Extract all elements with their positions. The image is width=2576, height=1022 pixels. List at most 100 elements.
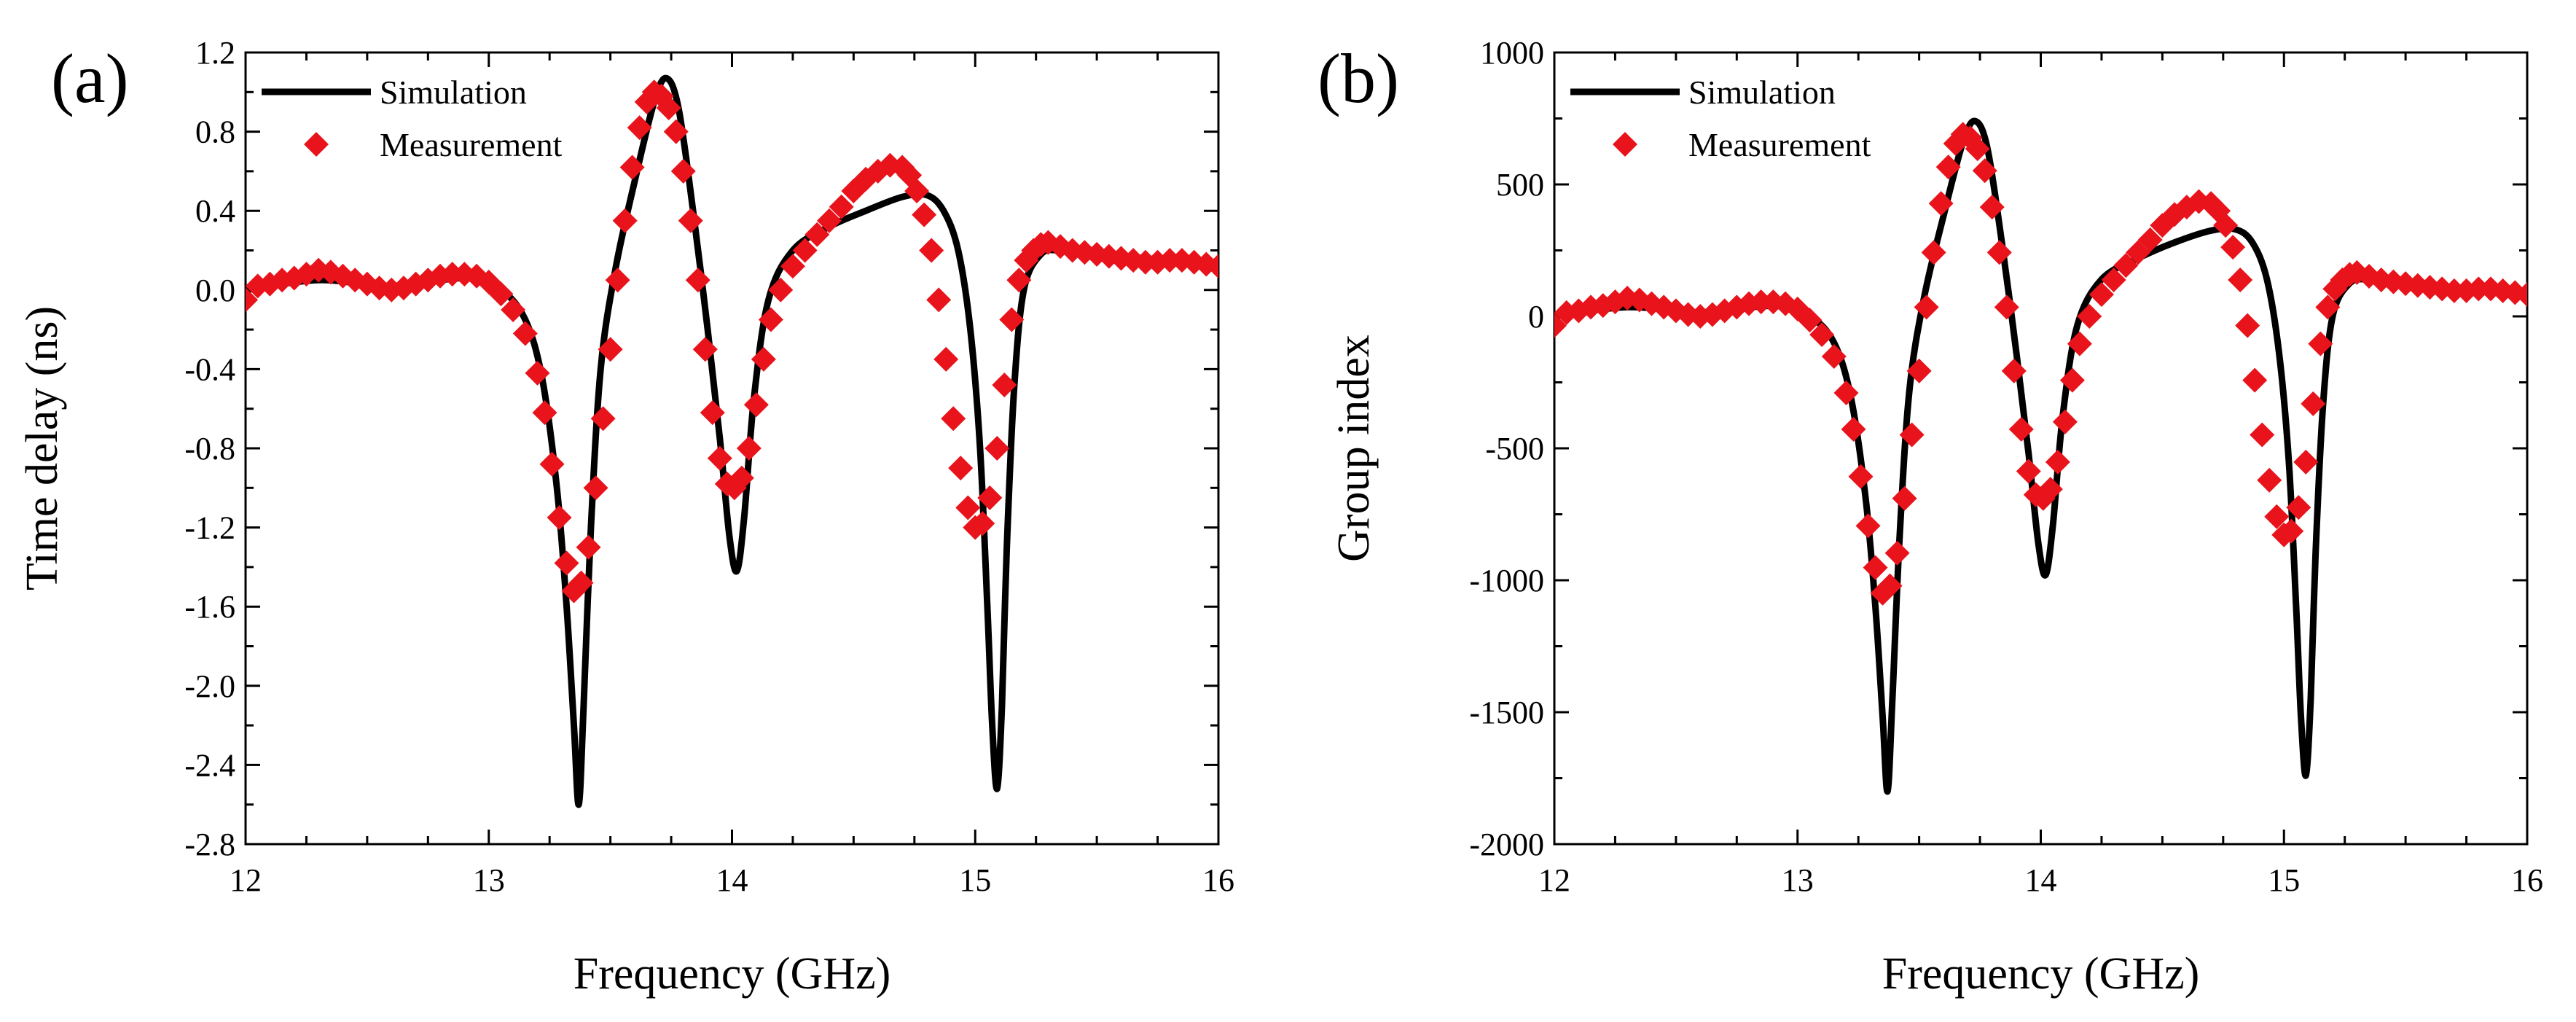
measurement-point bbox=[1994, 294, 2019, 320]
measurement-point bbox=[685, 268, 710, 293]
y-tick-label: -1.2 bbox=[184, 510, 235, 546]
measurement-point bbox=[1821, 344, 1847, 370]
measurement-point bbox=[970, 511, 995, 537]
legend-measurement-swatch bbox=[304, 132, 329, 157]
x-tick-label: 14 bbox=[716, 862, 748, 898]
measurement-point bbox=[707, 445, 732, 471]
simulation-series-line bbox=[246, 74, 1218, 808]
x-tick-label: 15 bbox=[959, 862, 991, 898]
measurement-point bbox=[999, 307, 1025, 332]
measurement-point bbox=[2308, 331, 2333, 356]
measurement-point bbox=[1986, 240, 2012, 265]
measurement-point bbox=[977, 485, 1003, 510]
measurement-point bbox=[829, 194, 854, 219]
x-axis-title: Frequency (GHz) bbox=[1882, 949, 2200, 999]
measurement-point bbox=[1206, 254, 1218, 279]
measurement-point bbox=[1906, 358, 1932, 383]
measurement-point bbox=[941, 406, 966, 432]
y-tick-label: 1000 bbox=[1480, 35, 1544, 71]
measurement-point bbox=[547, 505, 572, 531]
y-tick-label: 0.4 bbox=[195, 193, 235, 229]
measurement-point bbox=[817, 208, 842, 233]
measurement-point bbox=[583, 475, 608, 501]
measurement-point bbox=[2286, 495, 2311, 520]
x-tick-label: 12 bbox=[230, 862, 262, 898]
measurement-point bbox=[758, 307, 783, 332]
measurement-series bbox=[1554, 122, 2527, 606]
measurement-point bbox=[1554, 313, 1567, 338]
legend-measurement-swatch bbox=[1613, 132, 1637, 157]
measurement-point bbox=[590, 406, 616, 432]
measurement-point bbox=[1914, 294, 1939, 320]
measurement-point bbox=[512, 321, 538, 346]
measurement-point bbox=[1899, 422, 1925, 448]
measurement-point bbox=[692, 337, 718, 362]
panel-label: (a) bbox=[51, 39, 129, 117]
measurement-point bbox=[1797, 308, 1823, 333]
measurement-point bbox=[743, 392, 769, 418]
y-tick-label: -0.4 bbox=[184, 351, 235, 387]
measurement-point bbox=[656, 95, 681, 121]
measurement-point bbox=[2235, 313, 2260, 338]
measurement-point bbox=[2315, 294, 2341, 320]
measurement-point bbox=[1006, 268, 1032, 293]
measurement-series bbox=[246, 79, 1218, 604]
measurement-point bbox=[948, 456, 974, 481]
y-tick-label: -1.6 bbox=[184, 589, 235, 625]
measurement-point bbox=[768, 277, 794, 303]
y-axis-title: Group index bbox=[1329, 335, 1379, 562]
y-tick-label: -0.8 bbox=[184, 431, 235, 467]
measurement-point bbox=[488, 281, 514, 307]
measurement-point bbox=[1928, 191, 1954, 217]
y-tick-label: -2000 bbox=[1469, 827, 1544, 862]
measurement-point bbox=[1935, 155, 1961, 180]
measurement-point bbox=[501, 297, 526, 322]
measurement-point bbox=[2137, 227, 2163, 253]
legend-simulation-label: Simulation bbox=[380, 74, 527, 111]
x-axis-title: Frequency (GHz) bbox=[573, 949, 891, 999]
measurement-point bbox=[1884, 540, 1910, 566]
plot-frame bbox=[1553, 51, 2529, 846]
x-tick-label: 13 bbox=[473, 862, 505, 898]
measurement-point bbox=[1921, 240, 1946, 265]
y-axis-title: Time delay (ns) bbox=[17, 306, 67, 590]
measurement-point bbox=[678, 208, 703, 233]
measurement-point bbox=[246, 287, 258, 313]
measurement-point bbox=[598, 337, 623, 362]
y-tick-label: -2.0 bbox=[184, 668, 235, 704]
measurement-point bbox=[605, 268, 630, 293]
x-tick-label: 15 bbox=[2268, 862, 2300, 898]
legend-measurement-label: Measurement bbox=[380, 126, 563, 163]
measurement-point bbox=[2264, 504, 2290, 529]
y-tick-label: -1000 bbox=[1469, 563, 1544, 598]
measurement-point bbox=[568, 570, 594, 596]
x-tick-label: 12 bbox=[1538, 862, 1570, 898]
measurement-point bbox=[2250, 422, 2275, 448]
panel-label: (b) bbox=[1318, 39, 1399, 117]
measurement-point bbox=[1979, 195, 2005, 220]
measurement-point bbox=[780, 254, 805, 279]
y-tick-label: 0 bbox=[1528, 299, 1544, 335]
measurement-point bbox=[1972, 158, 1997, 184]
chart-panel-b: 12 13 14 15 16 -2000 -1500 -1000 -500 0 500 1000 Fre… bbox=[1318, 35, 2543, 999]
measurement-point bbox=[627, 115, 652, 141]
measurement-point bbox=[1877, 573, 1903, 598]
legend-measurement-label: Measurement bbox=[1688, 126, 1871, 163]
measurement-point bbox=[1863, 555, 1888, 580]
measurement-point bbox=[2113, 253, 2139, 278]
measurement-point bbox=[1841, 416, 1866, 442]
y-tick-label: 0.8 bbox=[195, 114, 235, 150]
measurement-point bbox=[246, 273, 270, 299]
measurement-point bbox=[1809, 321, 1835, 347]
plot-frame bbox=[244, 51, 1220, 846]
measurement-point bbox=[912, 202, 937, 227]
measurement-point bbox=[751, 346, 776, 372]
measurement-point bbox=[619, 155, 645, 180]
measurement-point bbox=[804, 222, 830, 247]
measurement-point bbox=[2126, 240, 2150, 265]
x-tick-label: 14 bbox=[2025, 862, 2057, 898]
measurement-point bbox=[1855, 513, 1881, 539]
measurement-point bbox=[2045, 449, 2070, 475]
measurement-point bbox=[984, 436, 1010, 461]
